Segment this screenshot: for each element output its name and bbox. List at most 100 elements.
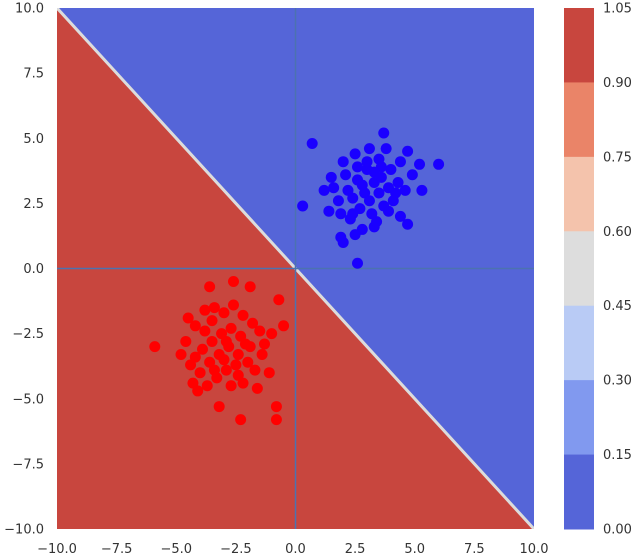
data-point <box>363 143 375 155</box>
data-point <box>237 309 249 321</box>
data-point <box>433 158 445 170</box>
data-point <box>220 364 232 376</box>
x-tick-label: 5.0 <box>404 542 425 557</box>
data-point <box>325 171 337 183</box>
data-point <box>390 187 402 199</box>
x-tick-label: −7.5 <box>101 542 133 557</box>
x-tick-label: 10.0 <box>520 542 549 557</box>
data-point <box>347 208 359 220</box>
data-point <box>332 195 344 207</box>
data-point <box>392 177 404 189</box>
data-point <box>175 348 187 360</box>
data-point <box>414 158 426 170</box>
data-point <box>335 208 347 220</box>
data-point <box>416 184 428 196</box>
colorbar-tick-label: 0.00 <box>603 523 632 538</box>
y-tick-label: −7.5 <box>12 457 44 472</box>
data-point <box>206 335 218 347</box>
data-point <box>361 156 373 168</box>
data-point <box>385 164 397 176</box>
colorbar-level <box>564 156 594 232</box>
plot-clip-group <box>57 8 534 529</box>
data-point <box>347 192 359 204</box>
data-point <box>204 281 216 293</box>
data-point <box>399 184 411 196</box>
colorbar <box>564 8 594 530</box>
y-tick-label: 2.5 <box>23 197 44 212</box>
data-point <box>328 182 340 194</box>
data-point <box>349 229 361 241</box>
data-point <box>225 380 237 392</box>
data-point <box>402 218 414 230</box>
data-point <box>206 315 218 327</box>
data-point <box>249 364 261 376</box>
x-tick-label: 7.5 <box>464 542 485 557</box>
y-tick-label: −2.5 <box>12 327 44 342</box>
data-point <box>242 356 254 368</box>
data-point <box>244 281 256 293</box>
y-tick-label: −5.0 <box>12 392 44 407</box>
data-points <box>149 127 445 426</box>
colorbar-level <box>564 380 594 456</box>
data-point <box>208 364 220 376</box>
data-point <box>199 304 211 316</box>
colorbar-level <box>564 82 594 158</box>
data-point <box>371 216 383 228</box>
y-tick-label: 10.0 <box>15 2 44 17</box>
data-point <box>237 377 249 389</box>
colorbar-tick-label: 1.05 <box>603 2 632 17</box>
data-point <box>270 414 282 426</box>
x-tick-label: −5.0 <box>160 542 192 557</box>
data-point <box>180 335 192 347</box>
data-point <box>235 414 247 426</box>
data-point <box>335 231 347 243</box>
data-point <box>380 143 392 155</box>
data-point <box>394 156 406 168</box>
data-point <box>378 127 390 139</box>
colorbar-tick-label: 0.45 <box>603 299 632 314</box>
colorbar-level <box>564 231 594 307</box>
data-point <box>266 328 278 340</box>
y-axis-tick-labels: 10.0 7.5 5.0 2.5 0.0 −2.5 −5.0 −7.5 −10.0 <box>4 2 44 538</box>
colorbar-level <box>564 8 594 83</box>
colorbar-tick-label: 0.30 <box>603 374 632 389</box>
colorbar-tick-label: 0.15 <box>603 448 632 463</box>
data-point <box>196 343 208 355</box>
data-point <box>213 401 225 413</box>
data-point <box>256 348 268 360</box>
data-point <box>278 320 290 332</box>
data-point <box>270 401 282 413</box>
data-point <box>232 348 244 360</box>
data-point <box>406 169 418 181</box>
colorbar-level <box>564 454 594 530</box>
data-point <box>218 307 230 319</box>
data-point <box>363 195 375 207</box>
data-point <box>258 338 270 350</box>
data-point <box>394 210 406 222</box>
x-tick-label: −10.0 <box>37 542 77 557</box>
data-point <box>225 322 237 334</box>
data-point <box>323 205 335 217</box>
reference-lines <box>57 8 534 529</box>
data-point <box>356 179 368 191</box>
data-point <box>297 200 309 212</box>
data-point <box>273 294 285 306</box>
data-point <box>227 276 239 288</box>
data-point <box>349 148 361 160</box>
colorbar-tick-label: 0.75 <box>603 150 632 165</box>
data-point <box>239 338 251 350</box>
data-point <box>220 335 232 347</box>
data-point <box>218 354 230 366</box>
data-point <box>230 359 242 371</box>
data-point <box>306 137 318 149</box>
data-point <box>189 320 201 332</box>
data-point <box>337 156 349 168</box>
colorbar-tick-label: 0.60 <box>603 225 632 240</box>
data-point <box>340 169 352 181</box>
data-point <box>194 367 206 379</box>
data-point <box>185 359 197 371</box>
data-point <box>251 382 263 394</box>
data-point <box>352 257 364 269</box>
y-tick-label: −10.0 <box>4 523 44 538</box>
data-point <box>201 380 213 392</box>
